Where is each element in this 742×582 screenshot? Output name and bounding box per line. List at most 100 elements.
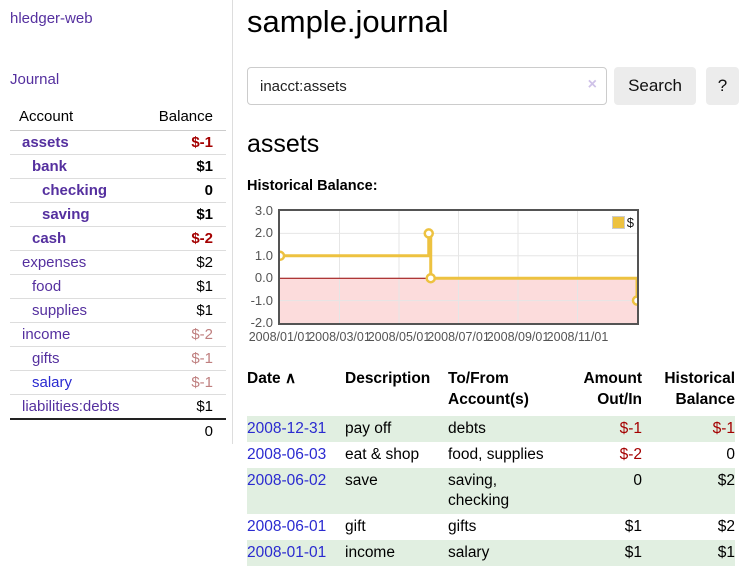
accounts-header-account: Account — [10, 104, 138, 131]
account-name-cell: expenses — [10, 250, 138, 275]
x-tick-label: 2008/05/01 — [367, 330, 431, 344]
chart-legend: $ — [611, 215, 634, 230]
account-balance: $2 — [137, 250, 226, 275]
transaction-amount: $1 — [624, 518, 642, 535]
x-tick-label: 2008/07/01 — [427, 330, 490, 344]
sidebar: hledger-web Journal Account Balance asse… — [0, 0, 233, 444]
transaction-date-cell: 2008-01-01 — [247, 540, 345, 566]
search-button[interactable]: Search — [614, 67, 696, 105]
transaction-row: 2008-01-01 income salary $1 $1 — [247, 540, 735, 566]
register-header-balance: Historical Balance — [664, 370, 735, 408]
transaction-accounts: debts — [448, 420, 486, 437]
account-name-cell: gifts — [10, 346, 138, 371]
account-balance: $1 — [137, 394, 226, 419]
account-link[interactable]: food — [32, 278, 62, 295]
y-tick-label: 2.0 — [254, 225, 273, 241]
transaction-amount: $1 — [624, 544, 642, 561]
sidebar-item-journal[interactable]: Journal — [10, 71, 60, 88]
account-row: checking 0 — [10, 178, 226, 203]
x-tick-label: 2008/03/01 — [308, 330, 371, 344]
help-button[interactable]: ? — [706, 67, 739, 105]
account-name-cell: salary — [10, 370, 138, 395]
account-balance: 0 — [137, 178, 226, 203]
account-link[interactable]: bank — [32, 158, 68, 175]
transaction-date-cell: 2008-06-03 — [247, 442, 345, 468]
transaction-date-link[interactable]: 2008-12-31 — [247, 420, 327, 437]
account-name-cell: checking — [10, 178, 138, 203]
account-name-cell: cash — [10, 226, 138, 251]
account-row: salary $-1 — [10, 370, 226, 395]
transaction-date-link[interactable]: 2008-01-01 — [247, 544, 327, 561]
account-row: food $1 — [10, 274, 226, 299]
x-tick-label: 2008/09/01 — [486, 330, 550, 344]
account-link[interactable]: expenses — [22, 254, 87, 271]
register-header-description: Description — [345, 370, 431, 387]
account-link[interactable]: checking — [42, 182, 108, 199]
chart-title: Historical Balance: — [247, 178, 378, 194]
y-tick-label: -1.0 — [250, 292, 273, 308]
account-row: bank $1 — [10, 154, 226, 179]
clear-search-icon[interactable]: × — [587, 76, 597, 93]
transaction-amount: 0 — [633, 472, 642, 489]
account-heading: assets — [247, 130, 320, 158]
transaction-description: pay off — [345, 420, 392, 437]
account-balance: $-1 — [137, 370, 226, 395]
account-row: saving $1 — [10, 202, 226, 227]
register-header-date[interactable]: Date ∧ — [247, 370, 297, 387]
transaction-balance: $2 — [717, 472, 735, 489]
account-link[interactable]: cash — [32, 230, 67, 247]
chart-x-axis: 2008/01/01 2008/03/01 2008/05/01 2008/07/01… — [249, 330, 639, 346]
account-balance: $1 — [137, 274, 226, 299]
account-balance: $1 — [137, 298, 226, 323]
accounts-table: Account Balance assets $-1 bank $1 check… — [10, 104, 226, 443]
transaction-date-link[interactable]: 2008-06-02 — [247, 472, 327, 489]
account-link[interactable]: gifts — [32, 350, 60, 367]
transaction-description: gift — [345, 518, 366, 535]
app-title-link[interactable]: hledger-web — [10, 10, 93, 27]
transaction-amount: $-1 — [619, 420, 642, 437]
account-row: gifts $-1 — [10, 346, 226, 371]
account-balance: $-2 — [137, 322, 226, 347]
page-title: sample.journal — [247, 4, 449, 39]
transaction-date-cell: 2008-12-31 — [247, 416, 345, 442]
sort-ascending-icon: ∧ — [284, 370, 297, 387]
account-balance: $1 — [137, 202, 226, 227]
transaction-balance: $-1 — [712, 420, 735, 437]
account-link[interactable]: assets — [22, 134, 69, 151]
register-table: Date ∧ Description To/From Account(s) Am… — [247, 366, 735, 566]
transaction-date-link[interactable]: 2008-06-01 — [247, 518, 327, 535]
transaction-balance: 0 — [726, 446, 735, 463]
transaction-balance: $1 — [717, 544, 735, 561]
account-link[interactable]: income — [22, 326, 71, 343]
transaction-row: 2008-06-01 gift gifts $1 $2 — [247, 514, 735, 540]
transaction-date-link[interactable]: 2008-06-03 — [247, 446, 327, 463]
transaction-accounts: salary — [448, 544, 490, 561]
account-row: expenses $2 — [10, 250, 226, 275]
search-input[interactable] — [247, 67, 607, 105]
register-header-amount: Amount Out/In — [583, 370, 642, 408]
account-balance: $-2 — [137, 226, 226, 251]
transaction-description: income — [345, 544, 395, 561]
account-name-cell: liabilities:debts — [10, 394, 138, 419]
account-row: assets $-1 — [10, 131, 226, 155]
account-row: income $-2 — [10, 322, 226, 347]
account-link[interactable]: supplies — [32, 302, 88, 319]
transaction-amount: $-2 — [619, 446, 642, 463]
transaction-accounts: saving, checking — [448, 472, 510, 509]
y-tick-label: -2.0 — [250, 315, 273, 330]
historical-balance-chart: 3.0 2.0 1.0 0.0 -1.0 -2.0 $ 2008/01/01 2008/03… — [242, 204, 739, 351]
account-link[interactable]: saving — [42, 206, 90, 223]
account-link[interactable]: salary — [32, 374, 73, 391]
register-body: 2008-12-31 pay off debts $-1 $-1 2008-06… — [247, 416, 735, 566]
account-link[interactable]: liabilities:debts — [22, 398, 120, 415]
transaction-date-cell: 2008-06-01 — [247, 514, 345, 540]
transaction-description: save — [345, 472, 378, 489]
search-form: × Search ? — [247, 67, 739, 105]
transaction-accounts: food, supplies — [448, 446, 544, 463]
account-row: supplies $1 — [10, 298, 226, 323]
account-name-cell: supplies — [10, 298, 138, 323]
account-balance: $-1 — [137, 346, 226, 371]
y-tick-label: 1.0 — [254, 247, 273, 263]
transaction-row: 2008-12-31 pay off debts $-1 $-1 — [247, 416, 735, 442]
transaction-row: 2008-06-02 save saving, checking 0 $2 — [247, 468, 735, 514]
